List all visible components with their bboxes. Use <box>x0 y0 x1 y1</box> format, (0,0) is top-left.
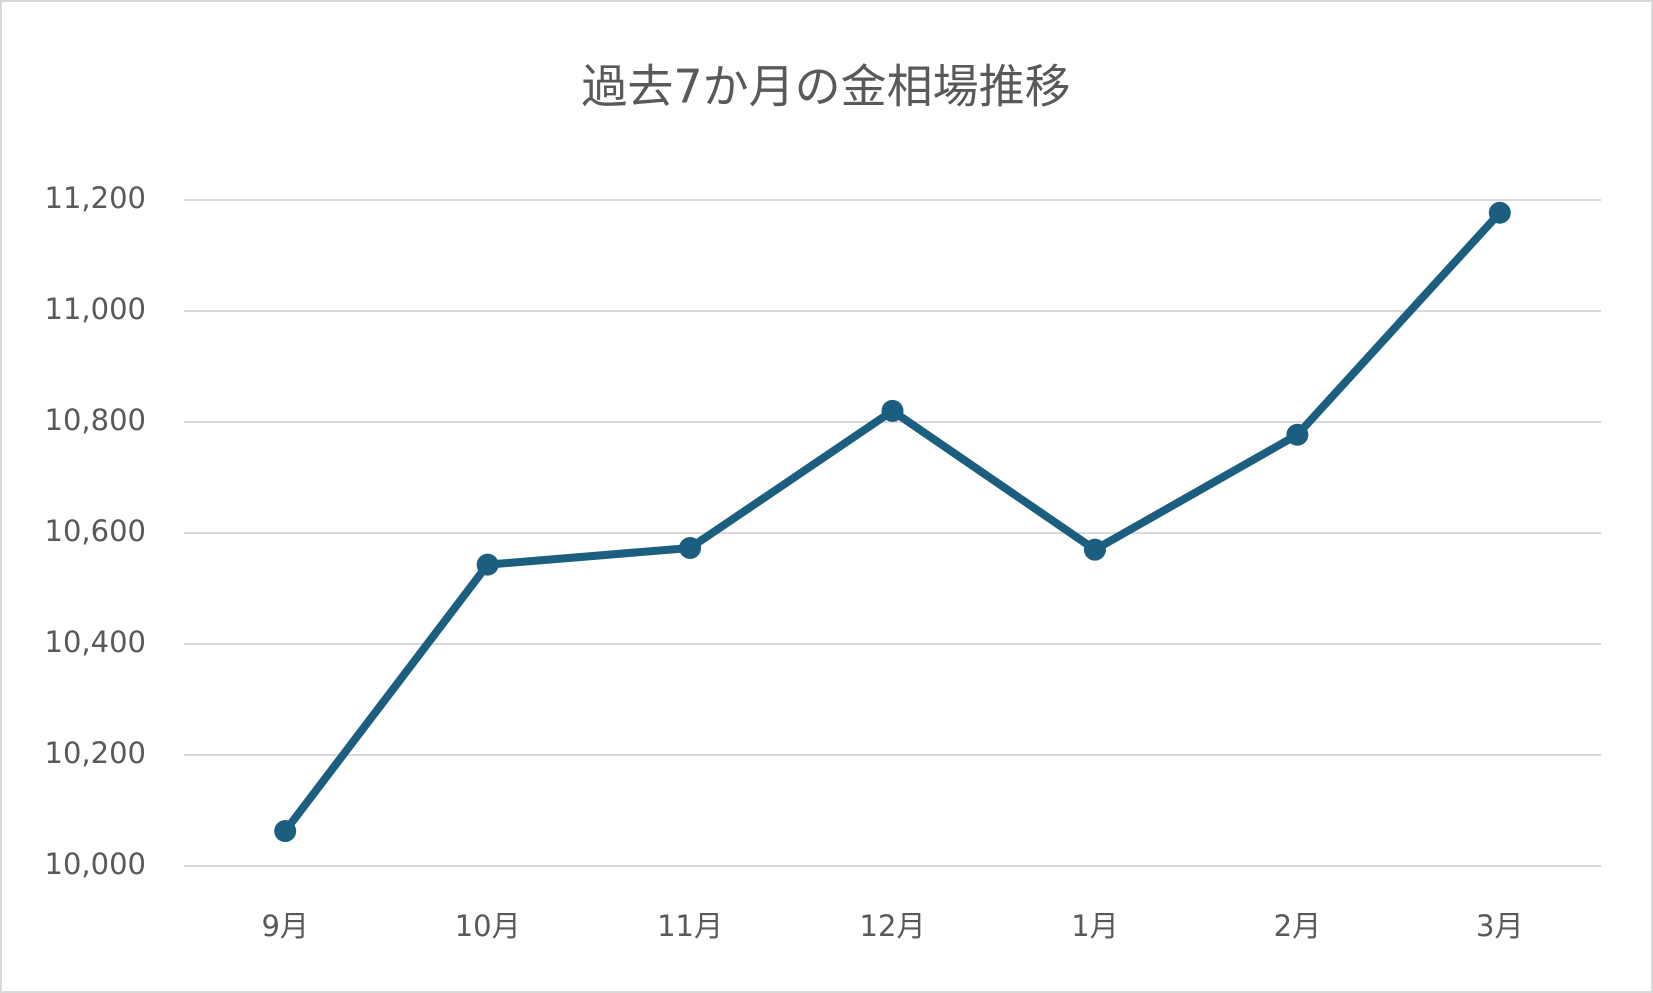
marker <box>881 399 904 422</box>
x-tick-label: 11月 <box>657 909 723 943</box>
x-tick-label: 9月 <box>261 909 308 943</box>
y-tick-label: 11,200 <box>45 181 146 215</box>
x-tick-label: 10月 <box>455 909 521 943</box>
x-tick-label: 1月 <box>1071 909 1118 943</box>
x-tick-label: 3月 <box>1476 909 1523 943</box>
marker <box>476 553 499 576</box>
marker <box>274 820 297 843</box>
marker <box>679 536 702 559</box>
y-tick-label: 10,800 <box>45 403 146 437</box>
marker <box>1083 538 1106 561</box>
chart-title: 過去7か月の金相場推移 <box>581 60 1070 114</box>
y-tick-label: 10,600 <box>45 514 146 548</box>
y-tick-label: 11,000 <box>45 292 146 326</box>
x-tick-label: 12月 <box>860 909 926 943</box>
marker <box>1286 423 1309 446</box>
y-tick-label: 10,000 <box>45 847 146 881</box>
x-tick-label: 2月 <box>1274 909 1321 943</box>
marker <box>1488 201 1511 224</box>
y-tick-label: 10,200 <box>45 736 146 770</box>
y-tick-label: 10,400 <box>45 625 146 659</box>
